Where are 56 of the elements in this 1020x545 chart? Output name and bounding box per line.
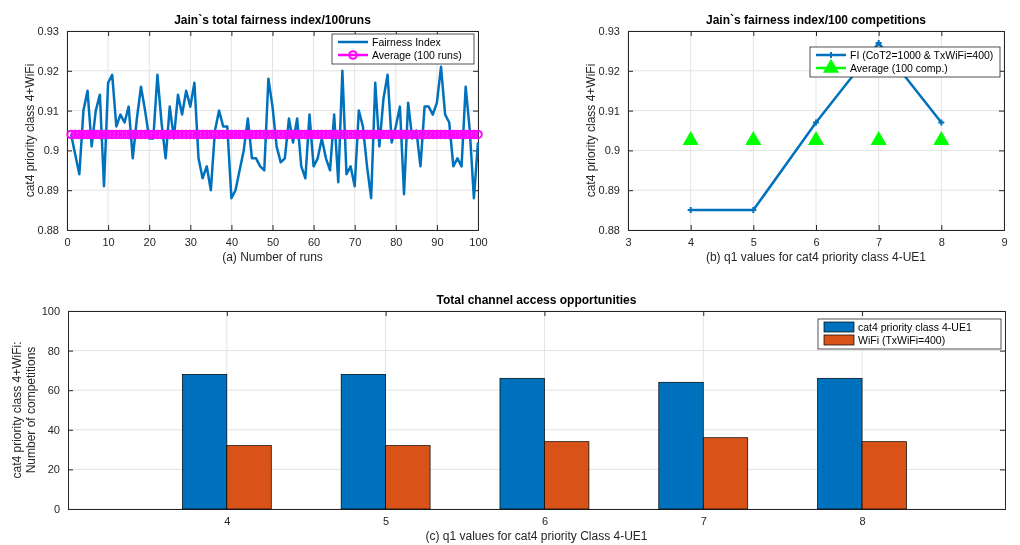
x-tick-label: 7 bbox=[876, 235, 883, 248]
y-tick-label: 100 bbox=[41, 305, 60, 318]
x-axis-title: (b) q1 values for cat4 priority class 4-UE1 bbox=[705, 250, 927, 264]
x-tick-label: 4 bbox=[224, 514, 231, 527]
y-tick-label: 40 bbox=[47, 423, 60, 436]
y-axis-title: cat4 priority class 4+WiFi bbox=[23, 63, 37, 198]
y-tick-label: 0.89 bbox=[37, 184, 59, 197]
x-tick-label: 3 bbox=[625, 235, 632, 248]
legend-label: Average (100 runs) bbox=[372, 49, 462, 61]
x-tick-label: 8 bbox=[938, 235, 945, 248]
y-tick-label: 0.9 bbox=[604, 144, 620, 157]
chart-title: Total channel access opportunities bbox=[436, 293, 637, 307]
x-tick-label: 6 bbox=[541, 514, 548, 527]
x-tick-label: 10 bbox=[102, 235, 115, 248]
x-tick-label: 0 bbox=[64, 235, 71, 248]
x-tick-label: 80 bbox=[390, 235, 403, 248]
x-tick-label: 6 bbox=[813, 235, 820, 248]
y-tick-label: 0.9 bbox=[43, 144, 59, 157]
y-tick-label: 20 bbox=[47, 463, 60, 476]
y-tick-label: 0.92 bbox=[598, 64, 620, 77]
y-tick-label: 0.91 bbox=[598, 104, 620, 117]
y-axis-title: cat4 priority class 4+WiFi: Number of competitions bbox=[10, 341, 38, 479]
legend-label: cat4 priority class 4-UE1 bbox=[858, 321, 972, 333]
y-tick-label: 0.88 bbox=[598, 224, 620, 237]
x-tick-label: 5 bbox=[383, 514, 390, 527]
x-tick-label: 60 bbox=[307, 235, 321, 248]
x-tick-label: 5 bbox=[750, 235, 757, 248]
legend-label: WiFi (TxWiFi=400) bbox=[858, 334, 946, 346]
x-axis-title: (a) Number of runs bbox=[222, 250, 323, 264]
x-tick-label: 100 bbox=[469, 235, 488, 248]
x-tick-label: 7 bbox=[700, 514, 707, 527]
x-tick-label: 9 bbox=[1001, 235, 1008, 248]
x-tick-label: 50 bbox=[266, 235, 280, 248]
x-axis-title: (c) q1 values for cat4 priority Class 4-UE1 bbox=[425, 529, 648, 543]
chart-title: Jain`s total fairness index/100runs bbox=[174, 13, 372, 27]
chart-title: Jain`s fairness index/100 competitions bbox=[705, 13, 927, 27]
y-tick-label: 0.93 bbox=[37, 25, 59, 38]
legend-label: Fairness Index bbox=[372, 36, 442, 48]
y-tick-label: 0.92 bbox=[37, 64, 59, 77]
y-tick-label: 80 bbox=[47, 344, 60, 357]
y-tick-label: 0.89 bbox=[598, 184, 620, 197]
y-axis-title: cat4 priority class 4+WiFi bbox=[584, 63, 598, 198]
legend-label: Average (100 comp.) bbox=[850, 62, 948, 74]
y-tick-label: 0.88 bbox=[37, 224, 59, 237]
x-tick-label: 30 bbox=[184, 235, 197, 248]
y-tick-label: 60 bbox=[47, 384, 60, 397]
x-tick-label: 70 bbox=[349, 235, 362, 248]
legend-label: FI (CoT2=1000 & TxWiFi=400) bbox=[850, 49, 994, 61]
x-tick-label: 90 bbox=[431, 235, 444, 248]
y-tick-label: 0 bbox=[53, 503, 60, 516]
x-tick-label: 20 bbox=[143, 235, 156, 248]
x-tick-label: 4 bbox=[688, 235, 695, 248]
y-tick-label: 0.93 bbox=[598, 25, 620, 38]
x-tick-label: 8 bbox=[859, 514, 866, 527]
y-tick-label: 0.91 bbox=[37, 104, 59, 117]
x-tick-label: 40 bbox=[225, 235, 239, 248]
